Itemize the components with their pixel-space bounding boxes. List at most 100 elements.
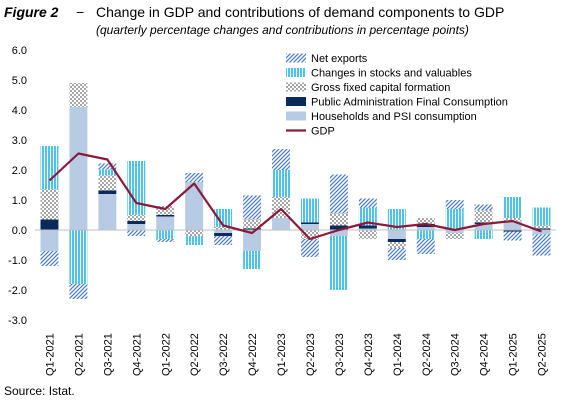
bar-gfcf [98, 175, 117, 191]
bar-net-exports [474, 204, 493, 211]
legend-swatch-households [286, 111, 306, 121]
bar-public-admin [156, 215, 175, 217]
bar-stocks [474, 230, 493, 239]
bar-stocks [387, 209, 406, 230]
bar-stocks [300, 198, 319, 223]
bar-households [416, 227, 435, 230]
bar-stocks [416, 230, 435, 239]
bar-households [214, 230, 233, 233]
bar-stocks [127, 161, 146, 215]
bar-households [243, 230, 262, 251]
bar-households [40, 230, 59, 251]
bar-households [532, 230, 551, 235]
x-tick-label: Q2-2022 [189, 333, 201, 376]
y-tick-label: -2.0 [8, 285, 27, 297]
x-tick-label: Q1-2024 [392, 333, 404, 376]
bar-public-admin [329, 225, 348, 230]
legend-label: Net exports [311, 53, 368, 65]
bar-public-admin [214, 233, 233, 236]
y-tick-label: 0.0 [12, 225, 27, 237]
bar-households [503, 221, 522, 230]
bar-households [272, 218, 291, 230]
bar-stocks [214, 209, 233, 227]
x-tick-label: Q2-2023 [305, 333, 317, 376]
bar-net-exports [358, 198, 377, 208]
bar-public-admin [40, 219, 59, 230]
bar-stocks [445, 209, 464, 230]
bar-gfcf [416, 218, 435, 224]
x-tick-label: Q3-2021 [102, 333, 114, 376]
bar-public-admin [243, 228, 262, 230]
bar-households [474, 224, 493, 230]
bar-net-exports [300, 239, 319, 257]
bar-net-exports [156, 239, 175, 242]
bar-public-admin [387, 239, 406, 242]
figure-label: Figure 2 [4, 4, 59, 20]
legend-swatch-gfcf [286, 82, 306, 92]
bar-gfcf [300, 230, 319, 239]
bar-households [358, 228, 377, 230]
figure-dash: − [76, 4, 85, 20]
y-tick-label: 2.0 [12, 165, 27, 177]
bar-households [98, 194, 117, 230]
bar-net-exports [503, 231, 522, 241]
source-note: Source: Istat. [4, 384, 75, 398]
bar-public-admin [416, 224, 435, 227]
bar-stocks [185, 236, 204, 245]
y-tick-label: 6.0 [12, 45, 27, 57]
bar-net-exports [532, 234, 551, 256]
x-tick-label: Q4-2024 [479, 333, 491, 376]
bar-households [387, 230, 406, 239]
bar-gfcf [387, 242, 406, 248]
x-tick-label: Q3-2022 [218, 333, 230, 376]
bar-households [185, 182, 204, 230]
bar-households [127, 224, 146, 230]
bar-net-exports [40, 251, 59, 266]
bar-stocks [40, 146, 59, 190]
bar-gfcf [214, 227, 233, 230]
gdp-contributions-chart: 6.0 5.0 4.0 3.0 2.0 1.0 0.0 -1.0 -2.0 -3.0 Q1-2021… [8, 45, 556, 376]
bar-net-exports [243, 195, 262, 220]
bar-public-admin [98, 190, 117, 194]
y-tick-label: 4.0 [12, 105, 27, 117]
x-tick-label: Q4-2021 [131, 333, 143, 376]
bar-public-admin [358, 225, 377, 229]
legend-swatch-public-admin [286, 97, 306, 106]
bar-net-exports [98, 163, 117, 170]
bar-stocks [532, 207, 551, 226]
bar-public-admin [503, 230, 522, 232]
bar-stocks [272, 170, 291, 197]
bar-households [300, 224, 319, 230]
bar-gfcf [156, 206, 175, 215]
x-tick-label: Q4-2023 [363, 333, 375, 376]
legend-swatch-stocks [286, 68, 306, 77]
bar-gfcf [40, 189, 59, 220]
y-tick-label: -1.0 [8, 255, 27, 267]
bar-stocks [358, 207, 377, 226]
y-tick-label: 3.0 [12, 135, 27, 147]
bar-gfcf [243, 219, 262, 229]
y-tick-label: 5.0 [12, 75, 27, 87]
bar-net-exports [445, 200, 464, 209]
bar-gfcf [127, 215, 146, 221]
gdp-line [48, 152, 542, 241]
x-tick-label: Q2-2021 [73, 333, 85, 376]
legend-label: Households and PSI consumption [311, 111, 477, 123]
bar-gfcf [69, 83, 88, 107]
bar-gfcf [329, 213, 348, 226]
bar-gfcf [445, 233, 464, 239]
bar-households [445, 230, 464, 233]
legend-label: Public Administration Final Consumption [311, 97, 508, 109]
bar-stocks [69, 230, 88, 284]
bar-gfcf [532, 225, 551, 229]
bar-net-exports [69, 284, 88, 299]
bar-stocks [98, 169, 117, 176]
bar-stocks [243, 251, 262, 269]
legend-label: Gross fixed capital formation [311, 82, 450, 94]
x-tick-label: Q1-2022 [160, 333, 172, 376]
x-tick-label: Q1-2021 [44, 333, 56, 376]
bar-net-exports [127, 230, 146, 236]
bar-net-exports [272, 149, 291, 170]
bar-gfcf [358, 230, 377, 239]
y-tick-label: 1.0 [12, 195, 27, 207]
